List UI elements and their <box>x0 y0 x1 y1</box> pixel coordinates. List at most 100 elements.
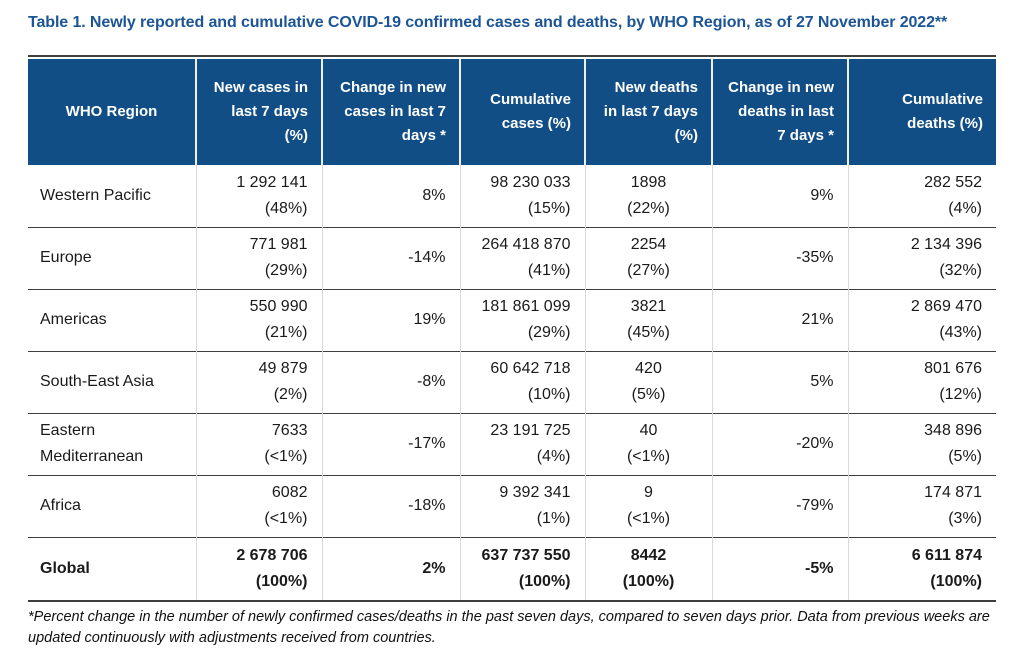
table-row: Western Pacific 1 292 141 (48%) 8% 98 230… <box>28 165 996 227</box>
cumulative-cases-value: 98 230 033 <box>490 173 571 191</box>
cell-change-new-cases: 8% <box>321 165 460 227</box>
new-deaths-value: 420 <box>635 360 662 377</box>
new-deaths-pct: (<1%) <box>626 448 671 465</box>
new-deaths-value: 40 <box>639 422 658 439</box>
cumulative-cases-pct: (100%) <box>518 572 571 590</box>
table-row: Americas 550 990 (21%) 19% 181 861 099 (29… <box>28 288 996 351</box>
cell-change-new-deaths: -79% <box>711 474 848 537</box>
cell-region: Americas <box>28 288 196 351</box>
cell-cumulative-cases: 264 418 870 (41%) <box>459 226 585 289</box>
table-header: WHO Region New cases in last 7 days (%) … <box>28 59 996 165</box>
cell-new-cases: 550 990 (21%) <box>195 288 322 351</box>
cell-cumulative-deaths: 2 869 470 (43%) <box>847 288 996 351</box>
new-deaths-pct: (22%) <box>627 199 670 217</box>
cumulative-deaths-pct: (3%) <box>948 510 982 527</box>
cell-region: Africa <box>28 474 196 537</box>
cumulative-deaths-pct: (12%) <box>939 386 982 403</box>
cumulative-deaths-pct: (4%) <box>948 199 982 217</box>
new-deaths-value: 8442 <box>630 546 667 564</box>
cumulative-cases-pct: (29%) <box>527 324 571 341</box>
new-cases-value: 550 990 <box>249 298 308 315</box>
header-who-region: WHO Region <box>28 59 196 165</box>
page-title: Table 1. Newly reported and cumulative C… <box>28 14 948 31</box>
cell-cumulative-deaths: 2 134 396 (32%) <box>847 226 996 289</box>
header-new-deaths: New deaths in last 7 days (%) <box>584 59 712 165</box>
table-row: Eastern Mediterranean 7633 (<1%) -17% 23 … <box>28 412 996 475</box>
cell-change-new-deaths: -20% <box>711 412 848 475</box>
cell-region: Global <box>28 536 196 602</box>
new-cases-pct: (<1%) <box>264 510 308 527</box>
new-cases-value: 7633 <box>271 422 308 439</box>
cell-new-cases: 6082 (<1%) <box>195 474 322 537</box>
new-cases-pct: (29%) <box>264 262 308 279</box>
cumulative-cases-pct: (15%) <box>527 199 571 217</box>
cumulative-cases-value: 181 861 099 <box>481 298 571 315</box>
cumulative-cases-value: 60 642 718 <box>490 360 571 377</box>
cell-cumulative-deaths: 348 896 (5%) <box>847 412 996 475</box>
cell-new-cases: 49 879 (2%) <box>195 350 322 413</box>
cell-change-new-deaths: -5% <box>711 536 848 602</box>
table-row: Africa 6082 (<1%) -18% 9 392 341 (1%) 9 (<1… <box>28 474 996 537</box>
cell-new-cases: 771 981 (29%) <box>195 226 322 289</box>
cell-region: South-East Asia <box>28 350 196 413</box>
cumulative-cases-pct: (10%) <box>527 386 571 403</box>
cell-change-new-cases: -17% <box>321 412 460 475</box>
table-row: South-East Asia 49 879 (2%) -8% 60 642 71… <box>28 350 996 413</box>
new-cases-pct: (48%) <box>264 199 308 217</box>
cell-cumulative-cases: 23 191 725 (4%) <box>459 412 585 475</box>
cumulative-deaths-value: 801 676 <box>924 360 982 377</box>
cumulative-deaths-pct: (100%) <box>930 572 982 590</box>
cell-new-cases: 2 678 706 (100%) <box>195 536 322 602</box>
new-deaths-pct: (100%) <box>622 572 675 590</box>
covid-cases-table: WHO Region New cases in last 7 days (%) … <box>28 59 996 602</box>
new-deaths-value: 2254 <box>630 236 667 253</box>
header-change-new-deaths: Change in new deaths in last 7 days * <box>711 59 848 165</box>
cell-new-cases: 1 292 141 (48%) <box>195 165 322 227</box>
new-cases-pct: (21%) <box>264 324 308 341</box>
cell-change-new-cases: -14% <box>321 226 460 289</box>
new-deaths-value: 1898 <box>630 173 667 191</box>
cumulative-deaths-value: 174 871 <box>924 484 982 501</box>
cell-change-new-cases: 19% <box>321 288 460 351</box>
new-cases-value: 2 678 706 <box>236 546 308 564</box>
table-footnote: *Percent change in the number of newly c… <box>28 609 990 646</box>
header-row: WHO Region New cases in last 7 days (%) … <box>28 59 996 165</box>
table-row-global: Global 2 678 706 (100%) 2% 637 737 550 (10… <box>28 536 996 602</box>
new-cases-value: 6082 <box>271 484 308 501</box>
cell-cumulative-deaths: 801 676 (12%) <box>847 350 996 413</box>
cell-cumulative-cases: 98 230 033 (15%) <box>459 165 585 227</box>
new-cases-value: 1 292 141 <box>236 173 308 191</box>
cell-new-deaths: 40 (<1%) <box>584 412 712 475</box>
cumulative-deaths-pct: (32%) <box>939 262 982 279</box>
new-deaths-pct: (45%) <box>627 324 670 341</box>
header-cumulative-cases: Cumulative cases (%) <box>459 59 585 165</box>
new-deaths-pct: (5%) <box>631 386 666 403</box>
covid-table-container: WHO Region New cases in last 7 days (%) … <box>28 55 996 602</box>
new-deaths-pct: (<1%) <box>626 510 671 527</box>
cumulative-deaths-value: 2 869 470 <box>910 298 982 315</box>
header-change-new-cases: Change in new cases in last 7 days * <box>321 59 460 165</box>
cumulative-deaths-value: 282 552 <box>924 173 982 191</box>
cell-change-new-cases: -18% <box>321 474 460 537</box>
cell-region: Eastern Mediterranean <box>28 412 196 475</box>
new-cases-pct: (2%) <box>273 386 308 403</box>
cell-new-deaths: 1898 (22%) <box>584 165 712 227</box>
cumulative-cases-pct: (41%) <box>527 262 571 279</box>
cumulative-deaths-value: 6 611 874 <box>911 546 982 564</box>
cumulative-deaths-value: 2 134 396 <box>910 236 982 253</box>
cumulative-cases-pct: (1%) <box>536 510 571 527</box>
new-cases-pct: (<1%) <box>264 448 308 465</box>
cell-new-deaths: 3821 (45%) <box>584 288 712 351</box>
cumulative-deaths-value: 348 896 <box>924 422 982 439</box>
cell-cumulative-cases: 9 392 341 (1%) <box>459 474 585 537</box>
cell-cumulative-deaths: 174 871 (3%) <box>847 474 996 537</box>
cell-cumulative-cases: 637 737 550 (100%) <box>459 536 585 602</box>
cell-change-new-cases: 2% <box>321 536 460 602</box>
cell-cumulative-cases: 181 861 099 (29%) <box>459 288 585 351</box>
cell-change-new-deaths: 21% <box>711 288 848 351</box>
cell-new-deaths: 9 (<1%) <box>584 474 712 537</box>
cell-new-deaths: 2254 (27%) <box>584 226 712 289</box>
cell-change-new-deaths: 9% <box>711 165 848 227</box>
table-row: Europe 771 981 (29%) -14% 264 418 870 (41%… <box>28 226 996 289</box>
